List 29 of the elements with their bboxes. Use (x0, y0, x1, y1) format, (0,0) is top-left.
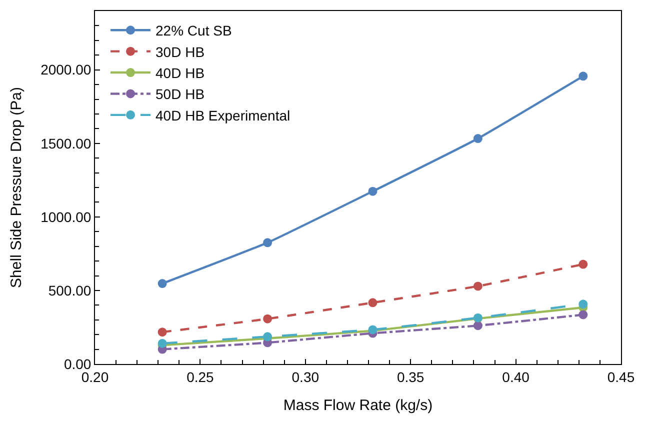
x-tick-label: 0.25 (186, 368, 214, 385)
y-tick-label: 2000.00 (40, 62, 92, 78)
legend-label: 30D HB (156, 44, 205, 60)
x-tick-label: 0.45 (607, 368, 635, 385)
y-tick-label: 1500.00 (40, 135, 92, 152)
y-tick-label: 500.00 (48, 282, 92, 298)
legend-label: 50D HB (156, 86, 205, 102)
point (473, 321, 482, 330)
point (263, 238, 272, 248)
point (368, 186, 378, 196)
y-tick-label: 1000.00 (40, 208, 92, 225)
point (578, 72, 588, 81)
x-tick-label: 0.30 (292, 368, 320, 385)
point (158, 279, 167, 288)
point (578, 260, 588, 269)
point (473, 134, 482, 144)
legend-label: 40D HB Experimental (156, 107, 290, 124)
legend-label: 40D HB (156, 64, 205, 81)
x-tick-label: 0.40 (502, 368, 530, 385)
x-tick-label: 0.35 (396, 368, 424, 385)
point (473, 282, 482, 291)
point (578, 310, 588, 320)
point (368, 298, 378, 308)
point (578, 300, 588, 309)
y-axis-title: Shell Side Pressure Drop (Pa) (8, 87, 25, 288)
legend-label: 22% Cut SB (156, 22, 232, 39)
point (263, 314, 272, 324)
point (158, 328, 167, 337)
x-axis-title: Mass Flow Rate (kg/s) (283, 396, 433, 414)
